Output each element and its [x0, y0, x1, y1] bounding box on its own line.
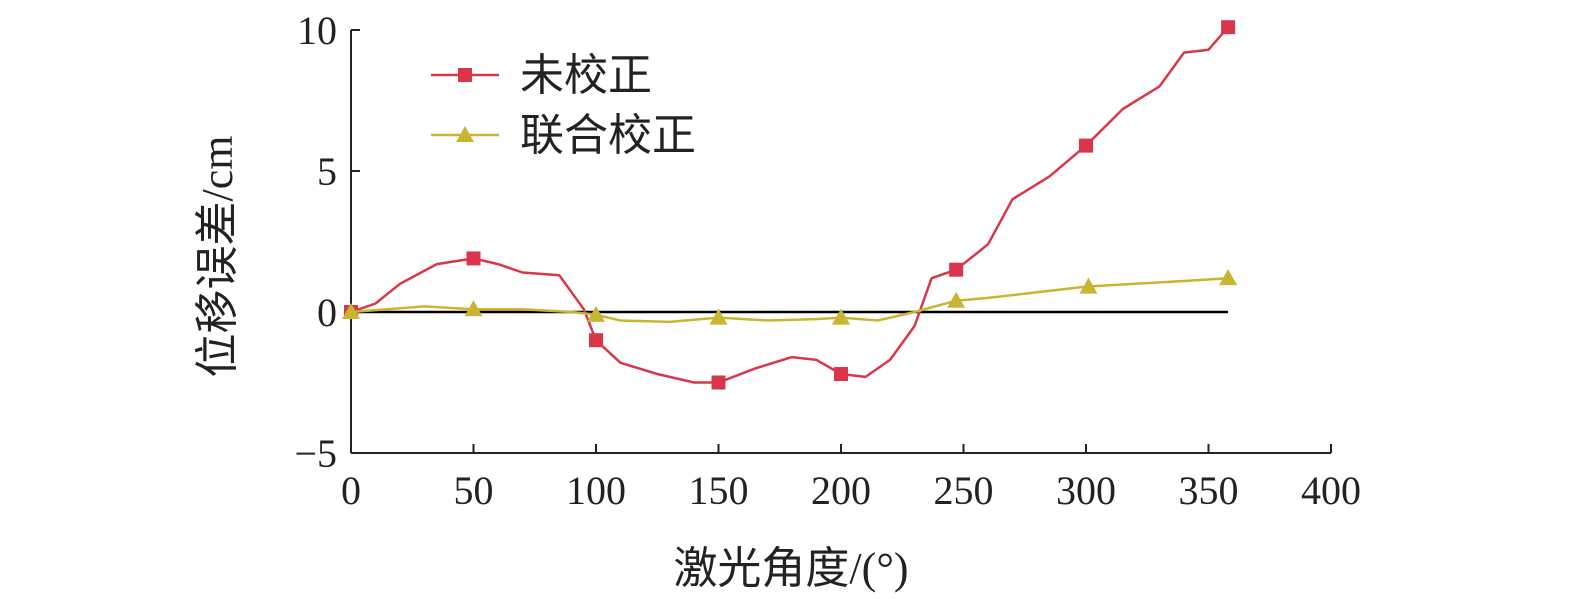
data-point-joint-corrected: [587, 305, 605, 322]
y-tick-label: −5: [294, 431, 337, 476]
x-tick-label: 300: [1056, 468, 1116, 513]
series-uncorrected: [344, 20, 1236, 390]
data-point-uncorrected: [949, 262, 964, 277]
data-point-uncorrected: [711, 375, 726, 390]
x-tick-label: 100: [566, 468, 626, 513]
data-point-joint-corrected: [947, 291, 966, 308]
series-line-uncorrected: [350, 26, 1230, 384]
series-group: [342, 20, 1238, 390]
data-point-joint-corrected: [709, 308, 728, 325]
data-point-uncorrected: [1221, 20, 1236, 35]
data-point-joint-corrected: [342, 303, 360, 319]
x-tick-label: 50: [454, 468, 494, 513]
data-point-joint-corrected: [1219, 269, 1238, 286]
y-tick-label: 5: [317, 149, 337, 194]
legend-label-joint-corrected: 联合校正: [520, 111, 696, 160]
data-point-uncorrected: [589, 333, 603, 348]
legend-label-uncorrected: 未校正: [520, 51, 652, 100]
x-tick-label: 200: [811, 468, 871, 513]
data-point-joint-corrected: [832, 308, 850, 325]
data-point-uncorrected: [834, 367, 848, 382]
x-tick-label: 350: [1179, 468, 1239, 513]
series-line-joint-corrected: [350, 276, 1229, 324]
x-tick-label: 250: [934, 468, 994, 513]
data-point-uncorrected: [466, 251, 481, 266]
x-tick-label: 150: [689, 468, 749, 513]
axes: [350, 29, 1332, 454]
data-point-joint-corrected: [1079, 277, 1098, 294]
legend-marker-uncorrected: [458, 68, 472, 82]
data-point-uncorrected: [1079, 138, 1093, 153]
y-tick-label: 0: [317, 290, 337, 335]
x-tick-label: 0: [341, 468, 361, 513]
x-axis-title: 激光角度/(°): [673, 544, 908, 593]
y-axis-title: 位移误差/cm: [193, 136, 242, 378]
series-joint-corrected: [342, 269, 1238, 325]
legend-marker-joint-corrected: [456, 126, 474, 142]
data-point-joint-corrected: [464, 300, 483, 317]
y-tick-label: 10: [297, 8, 337, 53]
x-tick-label: 400: [1301, 468, 1361, 513]
